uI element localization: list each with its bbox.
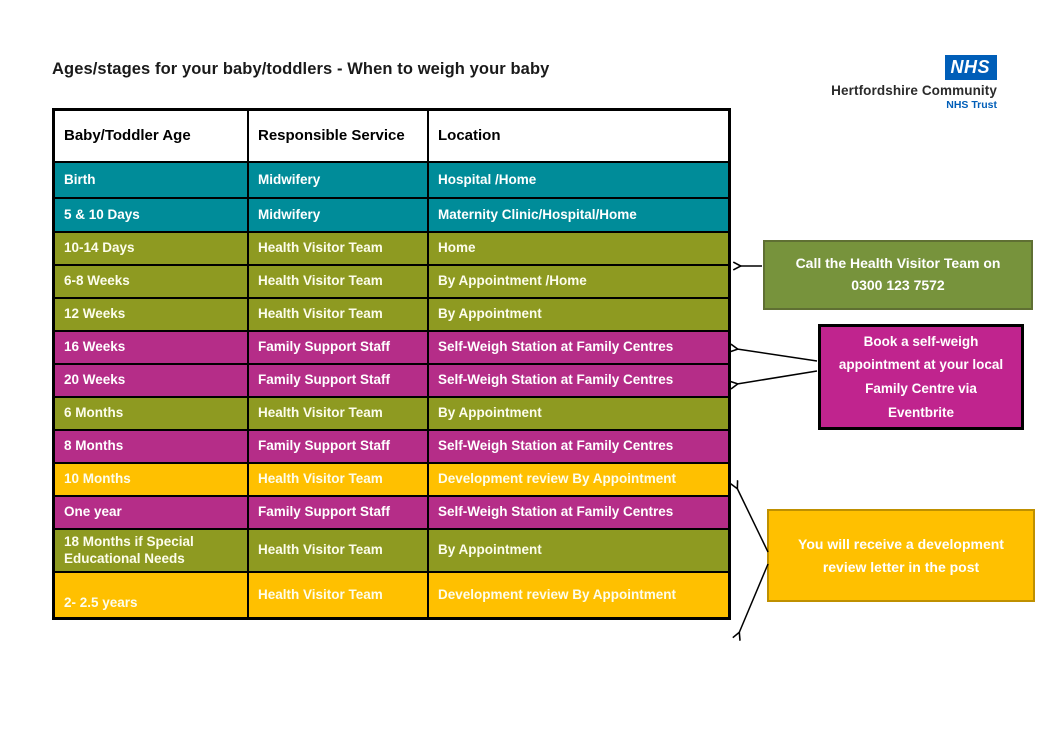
page-title: Ages/stages for your baby/toddlers - Whe… bbox=[52, 60, 550, 78]
cell-age: 18 Months if Special Educational Needs bbox=[64, 533, 194, 566]
cell-service: Health Visitor Team bbox=[247, 299, 427, 330]
cell-age: 2- 2.5 years bbox=[64, 595, 138, 611]
cell-service: Family Support Staff bbox=[247, 431, 427, 462]
table-header-row: Baby/Toddler Age Responsible Service Loc… bbox=[55, 111, 728, 161]
cell-service: Family Support Staff bbox=[247, 497, 427, 528]
cell-service: Health Visitor Team bbox=[247, 233, 427, 264]
table-row: 2- 2.5 years Health Visitor Team Develop… bbox=[55, 571, 728, 617]
nhs-logo-icon: NHS bbox=[945, 55, 997, 80]
callout-development-review: You will receive a development review le… bbox=[767, 509, 1035, 602]
cell-age: 10-14 Days bbox=[64, 240, 135, 256]
cell-location: By Appointment bbox=[427, 398, 728, 429]
table-row: Birth Midwifery Hospital /Home bbox=[55, 161, 728, 197]
table-row: 12 Weeks Health Visitor Team By Appointm… bbox=[55, 297, 728, 330]
cell-age: 12 Weeks bbox=[64, 306, 126, 322]
cell-service: Midwifery bbox=[247, 163, 427, 197]
weigh-schedule-table: Baby/Toddler Age Responsible Service Loc… bbox=[52, 108, 731, 620]
arrow-review-10m bbox=[737, 488, 769, 553]
cell-age: 16 Weeks bbox=[64, 339, 126, 355]
cell-age: 5 & 10 Days bbox=[64, 206, 140, 222]
cell-age: 6-8 Weeks bbox=[64, 273, 130, 289]
cell-service: Midwifery bbox=[247, 199, 427, 231]
cell-age: 8 Months bbox=[64, 438, 124, 454]
cell-location: Self-Weigh Station at Family Centres bbox=[427, 332, 728, 363]
cell-service: Health Visitor Team bbox=[247, 464, 427, 495]
logo-org-name: Hertfordshire Community bbox=[831, 83, 997, 98]
col-header-age: Baby/Toddler Age bbox=[64, 126, 191, 144]
cell-location: By Appointment bbox=[427, 530, 728, 571]
table-row: 5 & 10 Days Midwifery Maternity Clinic/H… bbox=[55, 197, 728, 231]
cell-location: Self-Weigh Station at Family Centres bbox=[427, 431, 728, 462]
cell-location: Development review By Appointment bbox=[427, 464, 728, 495]
table-row: 10 Months Health Visitor Team Developmen… bbox=[55, 462, 728, 495]
cell-age: 10 Months bbox=[64, 471, 131, 487]
arrow-self-weigh-16w bbox=[737, 349, 818, 362]
cell-location: Maternity Clinic/Hospital/Home bbox=[427, 199, 728, 231]
cell-location: By Appointment bbox=[427, 299, 728, 330]
nhs-logo: NHS Hertfordshire Community NHS Trust bbox=[790, 55, 997, 111]
cell-service: Health Visitor Team bbox=[247, 266, 427, 297]
table-row: 18 Months if Special Educational Needs H… bbox=[55, 528, 728, 571]
cell-age: One year bbox=[64, 504, 122, 520]
table-row: 6 Months Health Visitor Team By Appointm… bbox=[55, 396, 728, 429]
cell-location: Self-Weigh Station at Family Centres bbox=[427, 365, 728, 396]
cell-service: Health Visitor Team bbox=[247, 573, 427, 617]
table-row: 20 Weeks Family Support Staff Self-Weigh… bbox=[55, 363, 728, 396]
cell-age: Birth bbox=[64, 171, 96, 187]
cell-location: Development review By Appointment bbox=[427, 573, 728, 617]
cell-location: Home bbox=[427, 233, 728, 264]
cell-service: Health Visitor Team bbox=[247, 398, 427, 429]
table-row: 10-14 Days Health Visitor Team Home bbox=[55, 231, 728, 264]
arrow-self-weigh-20w bbox=[737, 370, 818, 384]
cell-location: Hospital /Home bbox=[427, 163, 728, 197]
callout-health-visitor: Call the Health Visitor Team on 0300 123… bbox=[763, 240, 1033, 310]
table-row: One year Family Support Staff Self-Weigh… bbox=[55, 495, 728, 528]
table-row: 16 Weeks Family Support Staff Self-Weigh… bbox=[55, 330, 728, 363]
cell-location: By Appointment /Home bbox=[427, 266, 728, 297]
logo-trust-name: NHS Trust bbox=[946, 99, 997, 111]
callout-self-weigh: Book a self-weigh appointment at your lo… bbox=[818, 324, 1024, 430]
col-header-location: Location bbox=[427, 111, 728, 161]
cell-location: Self-Weigh Station at Family Centres bbox=[427, 497, 728, 528]
cell-age: 20 Weeks bbox=[64, 372, 126, 388]
cell-service: Family Support Staff bbox=[247, 365, 427, 396]
cell-age: 6 Months bbox=[64, 405, 124, 421]
cell-service: Health Visitor Team bbox=[247, 530, 427, 571]
arrow-review-2y bbox=[739, 563, 769, 633]
col-header-service: Responsible Service bbox=[247, 111, 427, 161]
cell-service: Family Support Staff bbox=[247, 332, 427, 363]
table-row: 8 Months Family Support Staff Self-Weigh… bbox=[55, 429, 728, 462]
table-row: 6-8 Weeks Health Visitor Team By Appoint… bbox=[55, 264, 728, 297]
